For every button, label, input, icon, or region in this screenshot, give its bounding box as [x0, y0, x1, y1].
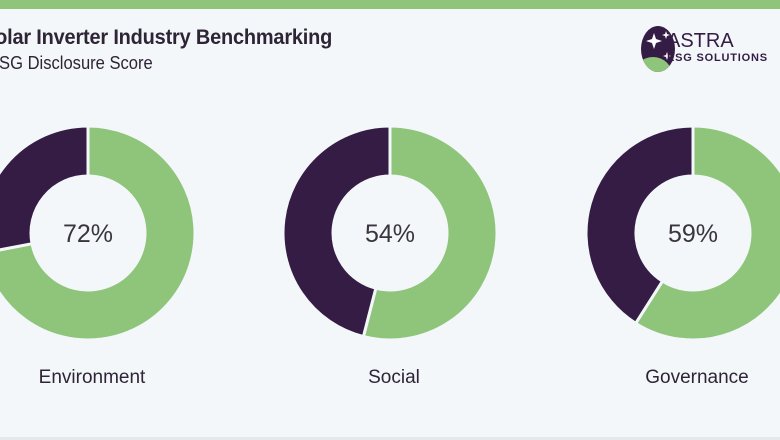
bottom-divider	[0, 437, 780, 440]
value-label: 54%	[365, 220, 415, 248]
astra-logo-icon	[641, 26, 675, 72]
logo-name: ASTRA	[667, 30, 734, 52]
accent-bar	[0, 0, 780, 9]
donut-slice-score-social	[361, 124, 499, 342]
chart-subtitle: ESG Disclosure Score	[0, 53, 153, 73]
category-label: Social	[368, 367, 420, 388]
chart-title: Solar Inverter Industry Benchmarking	[0, 26, 333, 49]
donut-slice-score-environment	[0, 124, 197, 342]
donut-slice-remainder-governance	[584, 124, 695, 326]
value-label: 72%	[63, 220, 113, 248]
donut-slice-remainder-environment	[0, 124, 90, 252]
donut-slice-remainder-social	[281, 124, 392, 339]
donut-slice-score-governance	[633, 124, 780, 342]
category-label: Governance	[645, 367, 749, 388]
logo-tagline: ESG SOLUTIONS	[667, 52, 768, 64]
value-label: 59%	[668, 220, 718, 248]
category-label: Environment	[39, 367, 146, 388]
